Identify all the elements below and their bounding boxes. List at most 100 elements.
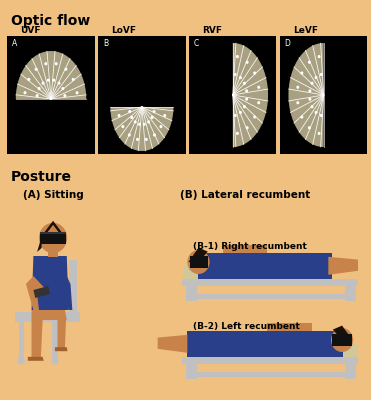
Circle shape (23, 91, 26, 94)
Circle shape (151, 116, 154, 119)
Circle shape (44, 62, 47, 65)
Circle shape (35, 68, 37, 71)
Circle shape (76, 91, 79, 94)
Text: A: A (12, 39, 17, 48)
Circle shape (257, 101, 260, 104)
Circle shape (121, 125, 124, 128)
Polygon shape (233, 43, 268, 147)
Polygon shape (289, 253, 332, 279)
Text: C: C (194, 39, 199, 48)
Circle shape (296, 101, 299, 104)
Text: Optic flow: Optic flow (11, 14, 91, 28)
Polygon shape (339, 337, 358, 357)
Bar (189, 36, 276, 154)
Circle shape (257, 86, 260, 89)
Circle shape (236, 55, 239, 58)
Circle shape (311, 82, 313, 85)
Polygon shape (32, 310, 67, 320)
Polygon shape (333, 326, 352, 340)
Bar (69, 260, 77, 270)
Circle shape (118, 114, 121, 117)
Polygon shape (32, 320, 43, 358)
Circle shape (138, 123, 141, 126)
Circle shape (301, 72, 303, 75)
Circle shape (51, 357, 59, 365)
Polygon shape (111, 107, 174, 151)
Circle shape (134, 120, 137, 124)
Polygon shape (48, 250, 58, 257)
Text: RVF: RVF (202, 26, 222, 35)
Polygon shape (187, 331, 230, 357)
Circle shape (311, 105, 313, 108)
Circle shape (72, 78, 75, 81)
Polygon shape (55, 347, 68, 351)
Circle shape (136, 138, 139, 141)
Polygon shape (289, 43, 324, 147)
Circle shape (308, 61, 311, 64)
Polygon shape (198, 253, 332, 279)
Circle shape (243, 82, 246, 85)
Polygon shape (16, 51, 86, 99)
Bar (182, 357, 358, 364)
Polygon shape (28, 357, 44, 361)
Polygon shape (40, 233, 66, 244)
Circle shape (296, 86, 299, 89)
Circle shape (128, 133, 131, 136)
Bar (280, 36, 367, 154)
Text: D: D (285, 39, 290, 48)
Circle shape (253, 72, 256, 75)
Bar (345, 286, 356, 301)
Polygon shape (40, 221, 66, 242)
Bar (19, 322, 24, 360)
Polygon shape (158, 335, 187, 353)
Circle shape (315, 111, 318, 114)
Circle shape (152, 110, 155, 113)
Bar (345, 364, 356, 379)
Polygon shape (328, 257, 358, 275)
Bar (15, 312, 80, 322)
Polygon shape (190, 256, 208, 268)
Polygon shape (37, 238, 42, 252)
Circle shape (55, 62, 58, 65)
Bar (186, 294, 354, 299)
Text: Posture: Posture (11, 170, 72, 184)
Bar (186, 372, 354, 377)
Circle shape (47, 78, 50, 82)
Text: LoVF: LoVF (111, 26, 136, 35)
Polygon shape (33, 286, 50, 298)
Circle shape (130, 116, 133, 119)
Circle shape (128, 110, 131, 113)
Circle shape (17, 357, 25, 365)
Circle shape (331, 328, 353, 352)
Circle shape (239, 111, 242, 114)
Circle shape (246, 126, 249, 129)
Circle shape (42, 82, 45, 85)
Circle shape (163, 114, 166, 117)
Circle shape (243, 105, 246, 108)
Polygon shape (223, 245, 267, 253)
Text: UVF: UVF (20, 26, 41, 35)
Circle shape (245, 98, 248, 101)
Text: B: B (103, 39, 108, 48)
Circle shape (301, 115, 303, 118)
Bar (7, 36, 95, 154)
Circle shape (318, 132, 321, 135)
Circle shape (320, 114, 323, 117)
Circle shape (236, 132, 239, 135)
Circle shape (143, 123, 146, 126)
Circle shape (145, 138, 148, 141)
Circle shape (315, 76, 318, 79)
Circle shape (65, 68, 68, 71)
Polygon shape (32, 256, 69, 310)
Circle shape (234, 114, 237, 117)
Circle shape (318, 55, 321, 58)
Circle shape (253, 115, 256, 118)
Circle shape (58, 82, 60, 85)
Circle shape (246, 61, 249, 64)
Polygon shape (188, 248, 208, 262)
Circle shape (36, 94, 39, 97)
Circle shape (239, 76, 242, 79)
Circle shape (308, 126, 311, 129)
Circle shape (308, 89, 311, 92)
Circle shape (27, 78, 30, 81)
